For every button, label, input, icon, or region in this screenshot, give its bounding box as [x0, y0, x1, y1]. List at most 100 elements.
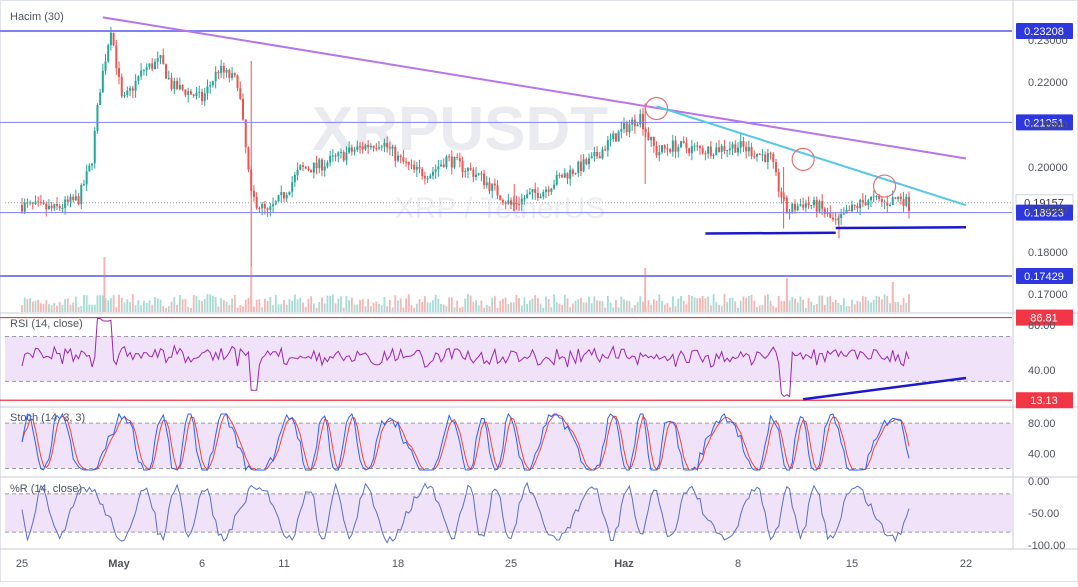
candle-body — [39, 201, 42, 203]
candle-body — [176, 80, 179, 90]
volume-bar — [718, 304, 720, 312]
volume-bar — [905, 302, 908, 312]
volume-bar — [650, 304, 653, 312]
volume-bar — [50, 305, 53, 312]
candle-body — [21, 205, 23, 212]
volume-bar — [231, 298, 233, 312]
volume-bar — [518, 298, 520, 312]
candle-body — [636, 124, 639, 127]
volume-bar — [148, 300, 151, 312]
candle-body — [802, 204, 805, 208]
candle-body — [612, 133, 615, 140]
volume-bar — [739, 300, 742, 312]
candle-body — [499, 195, 502, 201]
candle-body — [872, 196, 875, 198]
volume-bar — [184, 298, 187, 312]
volume-bar — [566, 298, 569, 312]
volume-bar — [677, 298, 680, 312]
volume-bar — [709, 305, 712, 312]
price-level-label-bg — [1016, 114, 1073, 131]
candle-body — [126, 90, 129, 96]
volume-bar — [233, 295, 236, 312]
volume-bar — [804, 307, 807, 312]
candle-body — [162, 55, 165, 65]
price-tick-label: 0.18000 — [1028, 247, 1068, 259]
price-level-label: 0.21051 — [1024, 117, 1064, 129]
x-tick-label: 8 — [735, 558, 741, 570]
candle-body — [153, 61, 156, 70]
candle-body — [601, 149, 604, 159]
wr-band — [5, 493, 1012, 533]
candle-body — [26, 202, 29, 204]
volume-bar — [625, 300, 628, 312]
volume-bar — [39, 303, 42, 312]
candle-body — [579, 161, 582, 172]
volume-bar — [293, 294, 296, 312]
rsi-level-label-bg — [1016, 309, 1073, 326]
candle-body — [620, 128, 623, 132]
candle-body — [167, 77, 170, 79]
volume-bar — [442, 304, 445, 312]
volume-bar — [872, 299, 875, 312]
candle-body — [813, 199, 815, 206]
candle-body — [359, 146, 361, 148]
volume-bar — [269, 296, 272, 312]
candle-body — [628, 124, 631, 133]
volume-bar — [537, 298, 539, 312]
candle-body — [189, 91, 192, 95]
x-tick-label: 6 — [199, 558, 205, 570]
volume-bar — [531, 298, 534, 312]
x-tick-label: 22 — [960, 558, 972, 570]
candle-body — [318, 159, 321, 169]
candle-body — [582, 159, 585, 172]
candle-body — [699, 146, 701, 149]
candle-body — [397, 155, 399, 161]
candle-body — [364, 144, 367, 150]
volume-bar — [399, 298, 402, 312]
candle-body — [255, 196, 258, 209]
volume-bar — [143, 300, 145, 312]
candle-body — [571, 169, 574, 174]
candle-body — [807, 203, 810, 206]
volume-bar — [104, 298, 107, 312]
candle-body — [851, 204, 853, 212]
volume-bar — [585, 302, 588, 312]
volume-bar — [623, 299, 625, 312]
candle-body — [198, 91, 201, 93]
candle-body — [350, 147, 353, 152]
candle-body — [750, 146, 753, 157]
volume-bar — [115, 307, 118, 312]
candle-body — [145, 67, 148, 71]
volume-bar — [539, 303, 542, 312]
volume-bar — [304, 306, 307, 312]
volume-bar — [799, 296, 802, 312]
candle-body — [747, 146, 750, 152]
volume-bar — [361, 299, 364, 312]
candle-body — [236, 75, 239, 89]
volume-bar — [83, 295, 85, 312]
volume-bar — [288, 299, 291, 312]
stoch-k-line — [21, 412, 910, 472]
volume-bar — [853, 304, 856, 312]
candle-body — [709, 146, 712, 156]
candle-body — [590, 156, 593, 159]
candle-body — [480, 173, 483, 175]
candle-body — [315, 162, 318, 169]
volume-bar — [731, 297, 734, 312]
volume-bar — [372, 302, 375, 312]
volume-bar — [829, 296, 832, 312]
candle-body — [405, 161, 408, 163]
candle-body — [337, 152, 340, 156]
candle-body — [815, 199, 818, 212]
candle-body — [891, 197, 894, 205]
candle-body — [101, 70, 104, 93]
volume-bar — [688, 294, 691, 312]
candle-body — [453, 156, 456, 168]
volume-bar — [696, 298, 699, 312]
volume-bar — [112, 295, 115, 312]
candle-body — [225, 70, 228, 73]
candle-body — [477, 173, 480, 175]
candle-body — [69, 196, 72, 202]
candle-body — [491, 183, 494, 191]
volume-bar — [723, 294, 726, 312]
